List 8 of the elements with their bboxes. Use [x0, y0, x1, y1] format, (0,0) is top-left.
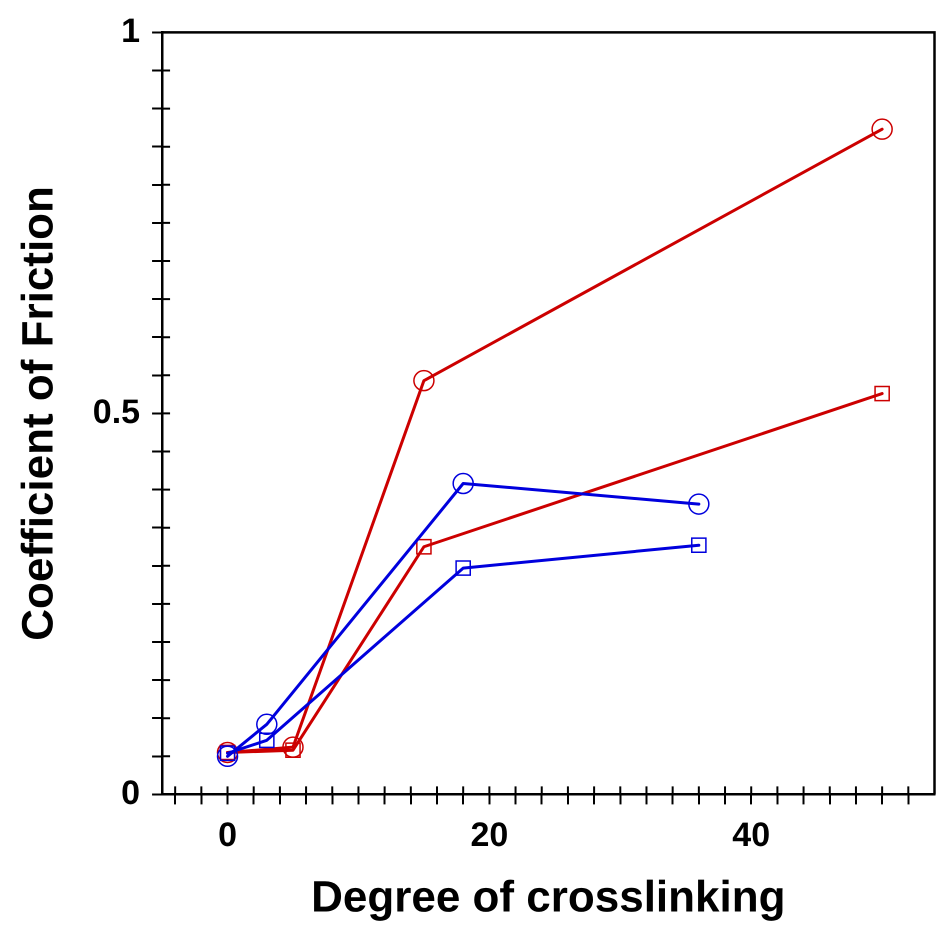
x-tick-label: 20	[470, 816, 508, 854]
y-tick-label: 1	[121, 12, 140, 50]
x-axis-title: Degree of crosslinking	[311, 872, 786, 922]
y-axis-title: Coefficient of Friction	[14, 186, 63, 641]
x-tick-label: 40	[732, 816, 770, 854]
y-tick-label: 0.5	[92, 392, 140, 431]
x-tick-label: 0	[218, 816, 237, 854]
y-tick-label: 0	[121, 774, 140, 812]
